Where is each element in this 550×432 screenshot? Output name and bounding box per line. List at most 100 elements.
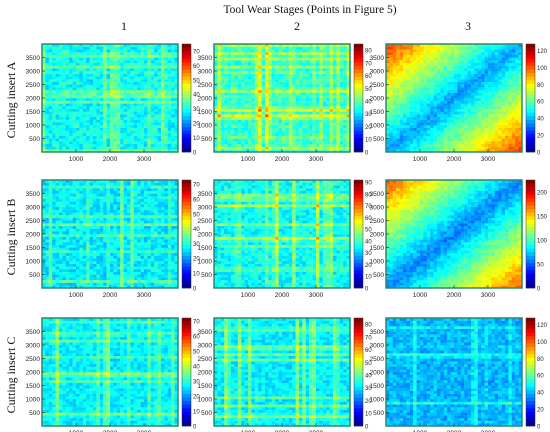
heatmap-cell xyxy=(336,55,340,58)
heatmap-cell xyxy=(258,52,262,55)
heatmap-cell xyxy=(427,87,431,90)
heatmap-cell xyxy=(285,85,289,88)
heatmap-cell xyxy=(161,112,165,115)
heatmap-cell xyxy=(451,82,455,85)
heatmap-cell xyxy=(231,76,235,79)
heatmap-cell xyxy=(461,87,465,90)
heatmap-cell xyxy=(437,71,441,74)
heatmap-cell xyxy=(134,120,138,123)
heatmap-cell xyxy=(45,79,49,82)
heatmap-cell xyxy=(241,74,245,77)
heatmap-cell xyxy=(161,74,165,77)
heatmap-cell xyxy=(420,109,424,112)
heatmap-cell xyxy=(268,101,272,104)
heatmap-cell xyxy=(306,109,310,112)
heatmap-cell xyxy=(130,130,134,133)
heatmap-cell xyxy=(62,139,66,142)
heatmap-cell xyxy=(410,66,414,69)
heatmap-cell xyxy=(144,85,148,88)
heatmap-cell xyxy=(164,52,168,55)
heatmap-cell xyxy=(437,66,441,69)
heatmap-cell xyxy=(336,82,340,85)
heatmap-cell xyxy=(147,74,151,77)
heatmap-cell xyxy=(103,141,107,144)
heatmap-cell xyxy=(447,87,451,90)
heatmap-cell xyxy=(100,93,104,96)
heatmap-cell xyxy=(86,68,90,71)
heatmap-cell xyxy=(393,85,397,88)
heatmap-cell xyxy=(444,136,448,139)
heatmap-cell xyxy=(413,128,417,131)
heatmap-cell xyxy=(495,52,499,55)
heatmap-cell xyxy=(282,76,286,79)
heatmap-cell xyxy=(420,95,424,98)
heatmap-cell xyxy=(258,74,262,77)
heatmap-cell xyxy=(69,76,73,79)
heatmap-cell xyxy=(313,76,317,79)
heatmap-cell xyxy=(228,130,232,133)
heatmap-cell xyxy=(124,68,128,71)
heatmap-cell xyxy=(302,98,306,101)
heatmap-cell xyxy=(100,58,104,61)
heatmap-cell xyxy=(151,90,155,93)
heatmap-cell xyxy=(168,125,172,128)
heatmap-cell xyxy=(49,74,53,77)
heatmap-cell xyxy=(389,58,393,61)
heatmap-cell xyxy=(248,87,252,90)
heatmap-cell xyxy=(444,101,448,104)
heatmap-cell xyxy=(234,52,238,55)
heatmap-cell xyxy=(62,122,66,125)
heatmap-cell xyxy=(451,95,455,98)
heatmap-cell xyxy=(292,141,296,144)
heatmap-cell xyxy=(73,49,77,52)
heatmap-cell xyxy=(406,47,410,50)
heatmap-cell xyxy=(515,82,519,85)
heatmap-cell xyxy=(245,98,249,101)
heatmap-cell xyxy=(309,125,313,128)
heatmap-cell xyxy=(464,79,468,82)
heatmap-cell xyxy=(76,52,80,55)
heatmap-cell xyxy=(113,85,117,88)
heatmap-cell xyxy=(83,95,87,98)
heatmap-cell xyxy=(262,85,266,88)
heatmap-cell xyxy=(158,95,162,98)
heatmap-cell xyxy=(147,139,151,142)
heatmap-cell xyxy=(79,68,83,71)
heatmap-cell xyxy=(330,120,334,123)
heatmap-cell xyxy=(302,66,306,69)
heatmap-cell xyxy=(319,101,323,104)
heatmap-cell xyxy=(403,49,407,52)
heatmap-cell xyxy=(502,136,506,139)
heatmap-cell xyxy=(292,93,296,96)
heatmap-cell xyxy=(316,79,320,82)
heatmap-cell xyxy=(299,144,303,147)
heatmap-cell xyxy=(282,128,286,131)
heatmap-cell xyxy=(282,147,286,150)
heatmap-cell xyxy=(120,90,124,93)
heatmap-cell xyxy=(268,141,272,144)
heatmap-cell xyxy=(245,117,249,120)
heatmap-cell xyxy=(410,52,414,55)
heatmap-cell xyxy=(144,52,148,55)
heatmap-cell xyxy=(451,114,455,117)
heatmap-cell xyxy=(461,109,465,112)
heatmap-cell xyxy=(141,60,145,63)
heatmap-cell xyxy=(56,93,60,96)
heatmap-cell xyxy=(248,144,252,147)
heatmap-cell xyxy=(251,55,255,58)
heatmap-cell xyxy=(313,49,317,52)
heatmap-cell xyxy=(221,125,225,128)
heatmap-cell xyxy=(440,114,444,117)
heatmap-cell xyxy=(258,90,262,93)
heatmap-cell xyxy=(417,85,421,88)
heatmap-cell xyxy=(217,112,221,115)
heatmap-cell xyxy=(393,139,397,142)
heatmap-cell xyxy=(45,128,49,131)
heatmap-cell xyxy=(396,95,400,98)
heatmap-cell xyxy=(437,74,441,77)
heatmap-cell xyxy=(245,128,249,131)
heatmap-cell xyxy=(171,58,175,61)
heatmap-cell xyxy=(495,144,499,147)
heatmap-cell xyxy=(498,130,502,133)
y-tick-label: 1000 xyxy=(370,122,385,129)
